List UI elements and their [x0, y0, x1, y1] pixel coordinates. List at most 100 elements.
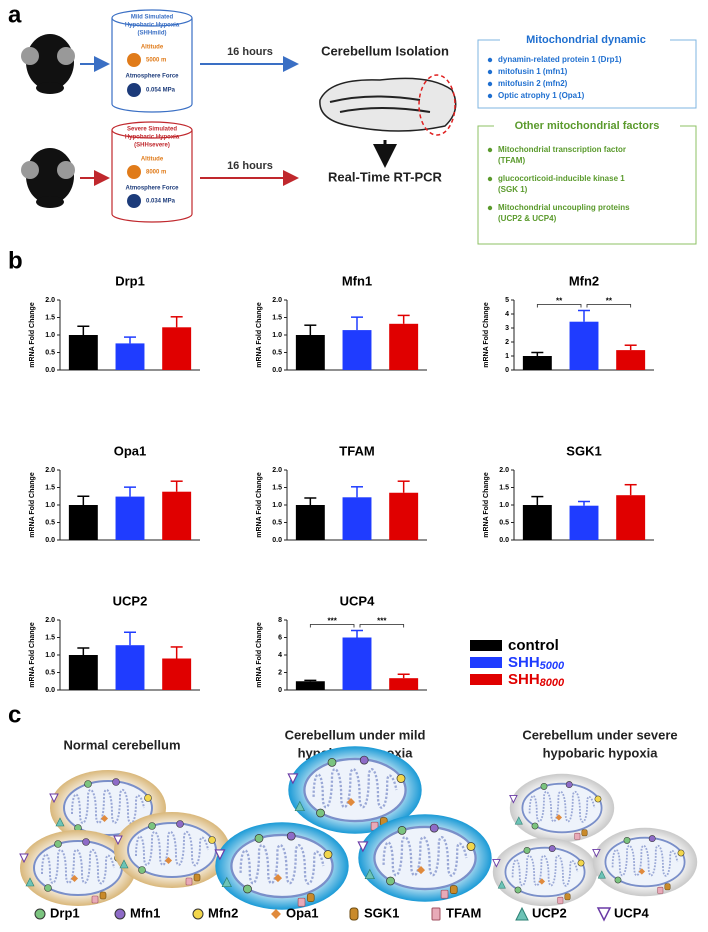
cristae	[511, 854, 579, 887]
y-axis-label: mRNA Fold Change	[256, 472, 263, 538]
error-bar	[170, 316, 183, 328]
other-box: Other mitochondrial factors Mitochondria…	[477, 118, 697, 245]
duration: 16 hours	[227, 46, 273, 58]
y-tick-label: 1	[505, 353, 509, 360]
legend-entry: SHH8000	[508, 671, 565, 689]
brain-image	[319, 74, 457, 136]
bar	[389, 323, 419, 370]
marker-icon	[44, 884, 52, 892]
legend-swatch	[470, 640, 502, 651]
mitochondrion	[509, 773, 615, 843]
dynamic-box: Mitochondrial dynamic dynamin-related pr…	[477, 32, 697, 109]
marker-icon	[297, 897, 306, 907]
legend-entry: TFAM	[446, 905, 481, 920]
marker-legend: Drp1 Mfn1 Mfn2 Opa1 SGK1 TFAM UCP2 UCP4	[34, 905, 649, 922]
y-tick-label: 1.0	[45, 652, 55, 659]
legend-entry: Opa1	[286, 905, 319, 920]
marker-icon	[514, 886, 522, 894]
box-item: mitofusin 1 (mfn1)	[498, 67, 568, 76]
bar	[389, 678, 419, 690]
marker-icon	[221, 876, 232, 888]
significance-bracket	[536, 304, 582, 308]
y-tick-label: 1.5	[272, 314, 282, 321]
bar	[342, 637, 372, 690]
step-label: Real-Time RT-PCR	[328, 169, 443, 184]
marker-icon	[396, 774, 406, 783]
marker-icon	[664, 883, 671, 891]
marker-icon	[597, 870, 606, 879]
bar	[68, 335, 98, 370]
y-tick-label: 1.0	[45, 332, 55, 339]
error-bar	[624, 483, 637, 496]
y-tick-label: 0.5	[45, 519, 55, 526]
y-axis-label: mRNA Fold Change	[483, 302, 490, 368]
y-tick-label: 0.0	[272, 537, 282, 544]
marker-icon	[514, 816, 523, 825]
marker-icon	[148, 822, 156, 830]
chamber-mild: Mild Simulated Hypobaric Hypoxia (SHHmil…	[111, 9, 193, 113]
bar-charts: Drp1 mRNA Fold Change 0.0 0.5 1.0 1.5 2.0 Mfn1 m…	[29, 273, 654, 694]
y-axis-label: mRNA Fold Change	[256, 302, 263, 368]
marker-icon	[565, 781, 573, 789]
y-tick-label: 1.0	[272, 502, 282, 509]
marker-icon	[294, 800, 305, 812]
cristae	[41, 848, 115, 885]
marker-icon	[185, 877, 193, 886]
marker-icon	[466, 842, 476, 851]
marker-icon	[176, 820, 184, 828]
bar	[569, 321, 599, 370]
y-axis-label: mRNA Fold Change	[29, 622, 36, 688]
y-tick-label: 2.0	[45, 617, 55, 624]
legend-swatch	[470, 657, 502, 668]
marker-icon	[138, 866, 146, 874]
y-axis-label: mRNA Fold Change	[29, 472, 36, 538]
chamber-title: (SHHmild)	[138, 31, 167, 37]
marker-icon	[614, 876, 622, 884]
cristae	[528, 790, 596, 823]
bar	[115, 343, 145, 370]
error-bar	[397, 673, 410, 679]
group-title: hypobaric hypoxia	[543, 745, 659, 760]
legend-icon	[515, 906, 529, 921]
chamber-title: Hypobaric Hypoxia	[125, 135, 180, 141]
box-item: (SGK 1)	[498, 185, 528, 194]
force: 0.054 MPa	[146, 88, 176, 94]
box-item: glucocorticoid-inducible kinase 1	[498, 174, 625, 183]
bar	[295, 505, 325, 540]
marker-icon	[113, 835, 123, 846]
error-bar	[77, 647, 90, 655]
legend-swatch	[470, 674, 502, 685]
marker-icon	[581, 829, 588, 837]
legend-icon	[431, 907, 441, 921]
cristae	[135, 830, 209, 867]
marker-icon	[449, 885, 458, 894]
legend-icon	[114, 908, 126, 920]
y-tick-label: 2	[505, 339, 509, 346]
y-tick-label: 4	[278, 652, 282, 659]
y-axis-label: mRNA Fold Change	[483, 472, 490, 538]
box-title: Mitochondrial dynamic	[526, 34, 646, 46]
bar	[616, 350, 646, 370]
bar	[342, 330, 372, 370]
bar	[295, 681, 325, 690]
chamber-title: (SHHsevere)	[134, 143, 170, 149]
error-bar	[304, 497, 317, 505]
y-tick-label: 0	[278, 687, 282, 694]
error-bar	[124, 631, 136, 646]
error-bar	[170, 646, 183, 659]
marker-icon	[286, 831, 296, 841]
marker-icon	[82, 838, 90, 846]
legend-entry: UCP2	[532, 905, 567, 920]
y-tick-label: 1.5	[499, 484, 509, 491]
significance-bracket	[586, 304, 632, 308]
chart-title: Opa1	[114, 443, 147, 458]
marker-icon	[540, 782, 548, 790]
y-tick-label: 6	[278, 634, 282, 641]
bar	[162, 327, 192, 370]
y-tick-label: 2	[278, 669, 282, 676]
y-tick-label: 0.0	[45, 367, 55, 374]
y-tick-label: 5	[505, 297, 509, 304]
chamber-title: Hypobaric Hypoxia	[125, 23, 180, 29]
mitochondrion	[592, 827, 698, 897]
cristae	[382, 836, 468, 877]
